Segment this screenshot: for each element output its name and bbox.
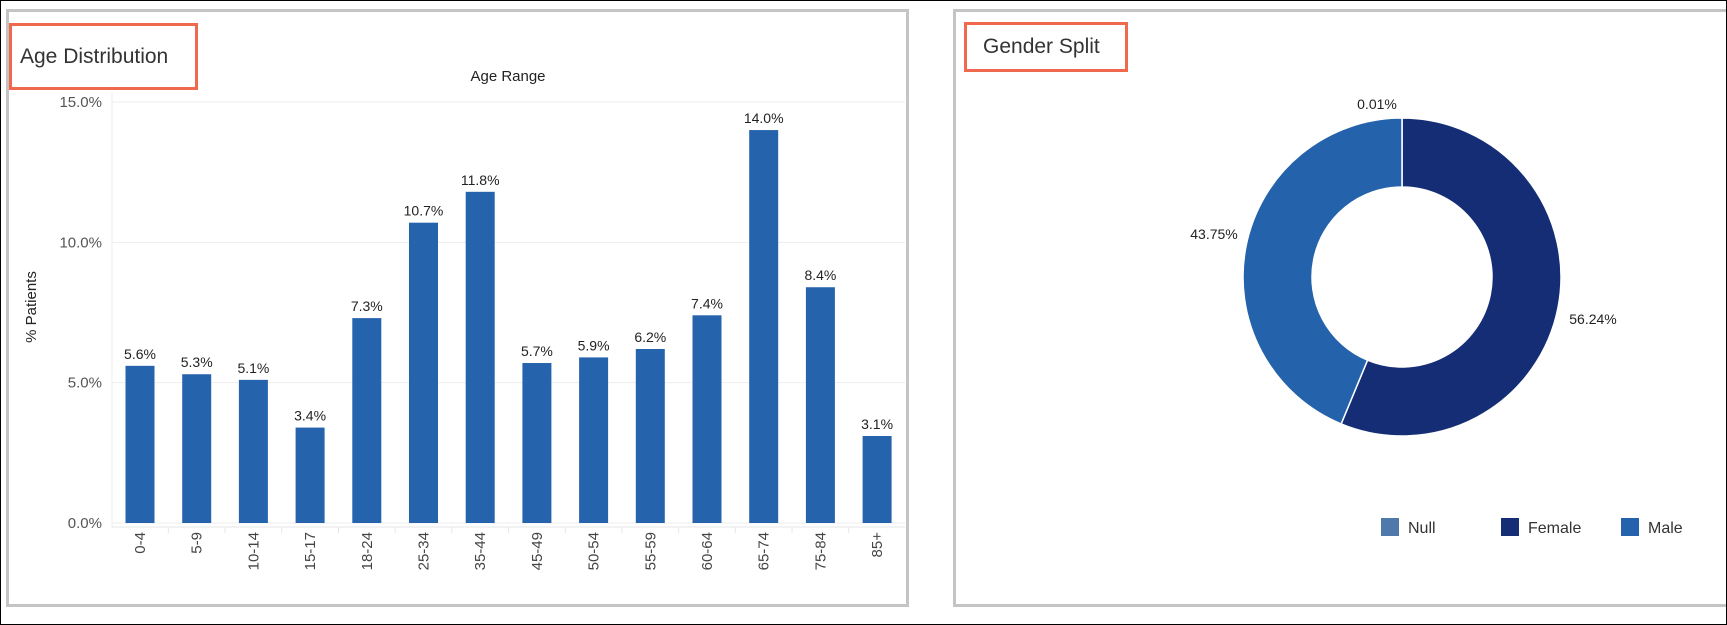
bar-50-54[interactable] xyxy=(579,357,609,523)
legend-label-male[interactable]: Male xyxy=(1648,520,1683,537)
legend-swatch-null[interactable] xyxy=(1381,518,1399,536)
slice-data-label: 56.24% xyxy=(1569,311,1616,327)
bar-data-label: 11.8% xyxy=(461,172,500,188)
bar-10-14[interactable] xyxy=(238,379,268,523)
y-tick-label: 5.0% xyxy=(68,375,102,392)
x-tick-label: 55-59 xyxy=(642,532,659,570)
x-tick-label: 0-4 xyxy=(132,532,149,554)
x-tick-label: 10-14 xyxy=(245,532,262,570)
bar-85+[interactable] xyxy=(862,435,892,523)
legend-label-null[interactable]: Null xyxy=(1408,520,1436,537)
slice-data-label: 43.75% xyxy=(1190,226,1237,242)
bar-60-64[interactable] xyxy=(692,315,722,523)
age-distribution-title: Age Distribution xyxy=(9,23,198,90)
bar-data-label: 5.3% xyxy=(181,354,213,370)
bar-75-84[interactable] xyxy=(805,287,835,523)
bar-35-44[interactable] xyxy=(465,191,495,523)
x-tick-label: 5-9 xyxy=(189,532,206,554)
bar-data-label: 5.7% xyxy=(521,343,553,359)
bar-45-49[interactable] xyxy=(522,363,552,523)
bar-data-label: 3.1% xyxy=(861,416,893,432)
bar-55-59[interactable] xyxy=(635,348,665,523)
x-tick-label: 15-17 xyxy=(302,532,319,570)
x-tick-label: 25-34 xyxy=(416,532,433,570)
donut-slice-male[interactable] xyxy=(1242,117,1403,425)
slice-data-label: 0.01% xyxy=(1357,96,1397,112)
legend-label-female[interactable]: Female xyxy=(1528,520,1581,537)
bar-data-label: 8.4% xyxy=(804,267,836,283)
bar-data-label: 7.4% xyxy=(691,295,723,311)
x-tick-label: 65-74 xyxy=(756,532,773,570)
bar-18-24[interactable] xyxy=(352,318,382,523)
bar-data-label: 5.6% xyxy=(124,346,156,362)
gender-split-title: Gender Split xyxy=(964,22,1128,72)
x-tick-label: 45-49 xyxy=(529,532,546,570)
x-tick-label: 60-64 xyxy=(699,532,716,570)
bar-data-label: 3.4% xyxy=(294,408,326,424)
x-tick-label: 18-24 xyxy=(359,532,376,570)
bar-data-label: 5.9% xyxy=(578,337,610,353)
x-tick-label: 50-54 xyxy=(586,532,603,570)
bar-65-74[interactable] xyxy=(749,130,779,524)
x-tick-label: 75-84 xyxy=(812,532,829,570)
y-tick-label: 10.0% xyxy=(59,234,102,251)
bar-chart-title: Age Range xyxy=(470,68,545,85)
bar-5-9[interactable] xyxy=(182,374,212,523)
bar-data-label: 5.1% xyxy=(237,360,269,376)
bar-data-label: 10.7% xyxy=(404,203,444,219)
bar-25-34[interactable] xyxy=(409,222,438,524)
bar-data-label: 6.2% xyxy=(634,329,666,345)
gender-split-panel xyxy=(953,9,1726,607)
bar-0-4[interactable] xyxy=(125,365,155,523)
x-tick-label: 85+ xyxy=(869,532,886,558)
bar-15-17[interactable] xyxy=(295,427,325,523)
bar-data-label: 14.0% xyxy=(744,110,784,126)
donut-slice-female[interactable] xyxy=(1340,117,1562,437)
legend-swatch-female[interactable] xyxy=(1501,518,1519,536)
y-tick-label: 0.0% xyxy=(68,515,102,532)
y-tick-label: 15.0% xyxy=(59,94,102,111)
x-tick-label: 35-44 xyxy=(472,532,489,570)
y-axis-label: % Patients xyxy=(23,271,40,343)
legend-swatch-male[interactable] xyxy=(1621,518,1639,536)
bar-data-label: 7.3% xyxy=(351,298,383,314)
